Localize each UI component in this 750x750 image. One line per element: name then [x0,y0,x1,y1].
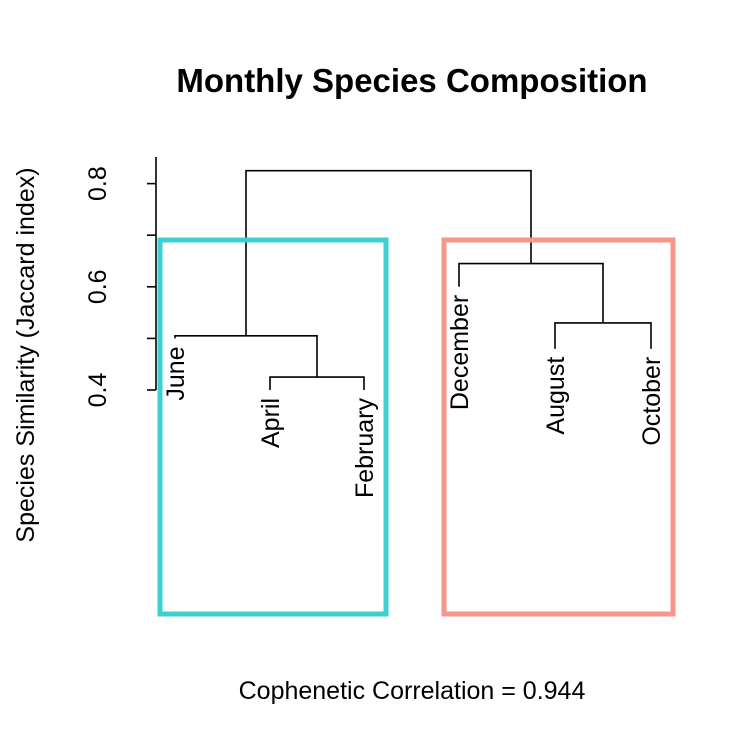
y-axis: 0.4 0.6 0.8 [84,157,157,408]
merge-branch [554,322,652,349]
merge-branch [458,262,604,323]
leaf-label: April [257,398,285,448]
cophenetic-correlation-label: Cophenetic Correlation = 0.944 [239,677,586,705]
cluster-box [157,237,389,617]
leaf-label: June [162,346,190,400]
cluster-box [441,237,676,617]
leaf-label: August [542,357,570,435]
leaf-label: December [446,295,474,410]
merge-branch [245,169,532,336]
chart-title: Monthly Species Composition [176,62,647,99]
leaf-labels: June April February December August October [162,295,666,498]
merge-branch [269,376,365,390]
y-tick-label: 0.4 [84,373,112,408]
leaf-label: February [351,398,379,499]
dendrogram-tree [174,169,652,390]
cluster-boxes [157,237,676,617]
leaf-label: October [638,357,666,446]
merge-branch [174,335,318,378]
y-tick-label: 0.8 [84,166,112,201]
y-axis-label: Species Similarity (Jaccard index) [12,167,40,542]
y-tick-label: 0.6 [84,269,112,304]
